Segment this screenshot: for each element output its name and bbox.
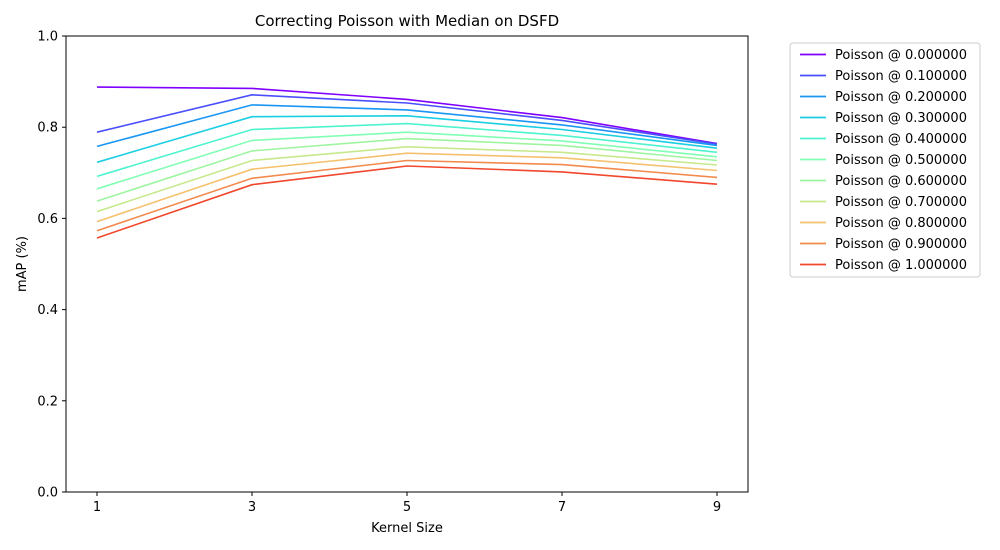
legend-label-5: Poisson @ 0.500000 bbox=[835, 153, 967, 168]
x-tick-label: 5 bbox=[403, 500, 411, 515]
y-tick-label: 0.4 bbox=[37, 303, 58, 318]
legend-label-6: Poisson @ 0.600000 bbox=[835, 174, 967, 189]
series-line-1 bbox=[96, 93, 718, 145]
y-axis-label: mAP (%) bbox=[15, 236, 30, 292]
x-axis: 1 3 5 7 9 bbox=[93, 492, 721, 515]
series-line-2 bbox=[96, 104, 718, 148]
legend-label-7: Poisson @ 0.700000 bbox=[835, 195, 967, 210]
legend-label-10: Poisson @ 1.000000 bbox=[835, 258, 967, 273]
series-line-4 bbox=[96, 122, 718, 178]
legend-label-9: Poisson @ 0.900000 bbox=[835, 237, 967, 252]
x-tick-label: 1 bbox=[93, 500, 101, 515]
y-tick-label: 0.2 bbox=[37, 394, 58, 409]
series-line-3 bbox=[96, 114, 718, 164]
y-tick-label: 0.0 bbox=[37, 486, 58, 501]
y-tick-label: 0.8 bbox=[37, 121, 58, 136]
chart-title: Correcting Poisson with Median on DSFD bbox=[255, 12, 559, 30]
series-line-6 bbox=[96, 137, 718, 202]
series-line-5 bbox=[96, 131, 718, 190]
plot-frame bbox=[65, 35, 749, 493]
legend-label-3: Poisson @ 0.300000 bbox=[835, 111, 967, 126]
x-axis-label: Kernel Size bbox=[371, 521, 443, 536]
series-line-7 bbox=[96, 145, 718, 213]
series-line-9 bbox=[96, 159, 718, 232]
series-layer bbox=[96, 86, 718, 239]
x-tick-label: 7 bbox=[558, 500, 566, 515]
legend: Poisson @ 0.000000 Poisson @ 0.100000 Pois… bbox=[789, 42, 981, 278]
legend-frame bbox=[789, 42, 981, 278]
legend-label-4: Poisson @ 0.400000 bbox=[835, 132, 967, 147]
x-tick-label: 9 bbox=[713, 500, 721, 515]
series-line-8 bbox=[96, 152, 718, 223]
legend-label-8: Poisson @ 0.800000 bbox=[835, 216, 967, 231]
legend-label-0: Poisson @ 0.000000 bbox=[835, 48, 967, 63]
y-tick-label: 1.0 bbox=[37, 30, 58, 45]
legend-label-1: Poisson @ 0.100000 bbox=[835, 69, 967, 84]
y-tick-label: 0.6 bbox=[37, 212, 58, 227]
series-line-10 bbox=[96, 165, 718, 239]
y-axis: 0.0 0.2 0.4 0.6 0.8 1.0 bbox=[37, 30, 66, 501]
legend-label-2: Poisson @ 0.200000 bbox=[835, 90, 967, 105]
x-tick-label: 3 bbox=[248, 500, 256, 515]
series-line-0 bbox=[96, 86, 718, 145]
